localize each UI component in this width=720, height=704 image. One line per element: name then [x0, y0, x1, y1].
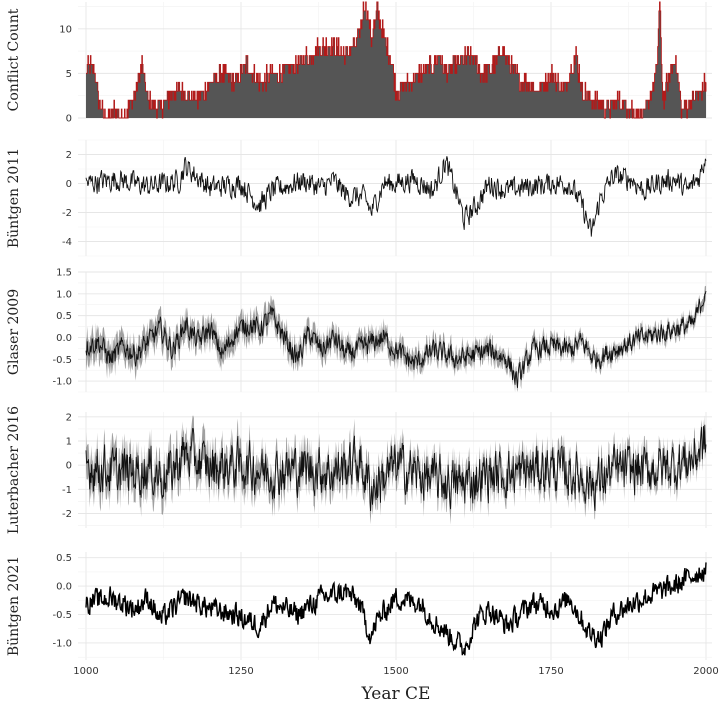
y-axis-title: Glaser 2009: [6, 289, 22, 375]
panel-conflict: 0 5 10 Conflict Count: [6, 1, 712, 125]
y-tick-label: 1.0: [56, 289, 72, 300]
panel-buntgen2011: 2 0 -2 -4 Büntgen 2011: [6, 139, 712, 257]
x-tick-label: 2000: [693, 666, 718, 677]
y-axis-title: Conflict Count: [6, 8, 22, 111]
y-tick-label: 0.5: [56, 553, 72, 564]
y-tick-label: -2: [62, 208, 72, 219]
y-tick-label: 0: [66, 179, 72, 190]
y-tick-label: 0.0: [56, 582, 72, 593]
x-tick-label: 1750: [538, 666, 563, 677]
panel-luterbacher2016: 2 1 0 -1 -2 Luterbacher 2016: [6, 406, 712, 534]
panel-glaser2009: 1.5 1.0 0.5 0.0 -0.5 -1.0 Glaser 2009: [6, 268, 712, 393]
panel-buntgen2021: 0.5 0.0 -0.5 -1.0 Büntgen 2021: [6, 552, 712, 660]
x-tick-label: 1500: [383, 666, 408, 677]
x-tick-label: 1000: [73, 666, 98, 677]
series-glaser2009-uncertainty-band: [86, 285, 706, 392]
y-tick-label: 0: [66, 461, 72, 472]
series-luterbacher2016-line: [85, 424, 707, 512]
y-tick-label: 2: [66, 412, 72, 423]
y-axis-title: Büntgen 2011: [6, 148, 22, 248]
y-tick-label: -0.5: [52, 355, 72, 366]
x-tick-label: 1250: [228, 666, 253, 677]
series-buntgen2021-line: [85, 562, 707, 656]
panel-background: [78, 272, 712, 392]
series-glaser2009-line: [85, 290, 707, 388]
y-axis-title: Büntgen 2021: [6, 556, 22, 656]
y-tick-label: 5: [66, 69, 72, 80]
y-tick-label: 10: [59, 24, 72, 35]
y-tick-label: 0.5: [56, 311, 72, 322]
y-tick-label: -1.0: [52, 638, 72, 649]
y-tick-label: -1.0: [52, 377, 72, 388]
y-tick-label: 0.0: [56, 333, 72, 344]
y-tick-label: 2: [66, 150, 72, 161]
y-tick-label: 1.5: [56, 268, 72, 279]
y-tick-label: -4: [62, 237, 72, 248]
panel-background: [78, 552, 712, 660]
y-tick-label: -0.5: [52, 610, 72, 621]
x-axis-title: Year CE: [361, 684, 431, 704]
series-conflict-edge: [86, 1, 707, 119]
y-tick-label: 0: [66, 114, 72, 125]
series-buntgen2011-line: [85, 156, 707, 237]
y-axis-title: Luterbacher 2016: [6, 406, 22, 534]
y-tick-label: 1: [66, 437, 72, 448]
series-conflict-area: [86, 2, 706, 118]
y-tick-label: -1: [62, 485, 72, 496]
y-tick-label: -2: [62, 509, 72, 520]
